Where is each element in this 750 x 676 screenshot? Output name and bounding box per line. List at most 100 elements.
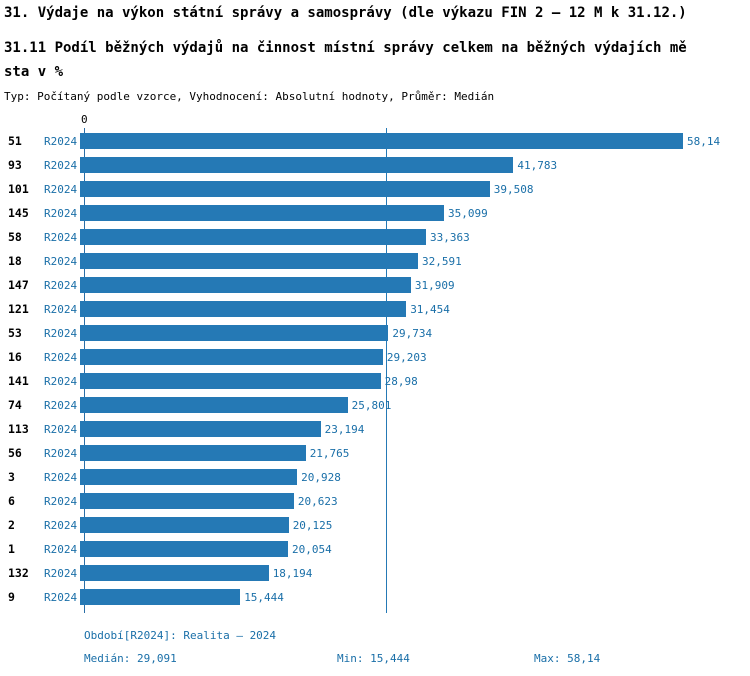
value-bar xyxy=(80,349,383,365)
bar-chart: 0 51 R2024 58,14 93 R2024 41,783 101 R2024 39,50… xyxy=(4,113,750,621)
value-bar xyxy=(80,541,288,557)
bar-track: 21,765 xyxy=(80,441,750,465)
stats-row: Medián: 29,091 Min: 15,444 Max: 58,14 xyxy=(84,652,750,665)
category-label: 51 xyxy=(8,134,22,148)
value-label: 35,099 xyxy=(448,206,488,220)
chart-row: 2 R2024 20,125 xyxy=(4,513,750,537)
category-label: 6 xyxy=(8,494,15,508)
series-label: R2024 xyxy=(44,134,78,148)
category-label: 1 xyxy=(8,542,15,556)
category-label: 141 xyxy=(8,374,29,388)
value-bar xyxy=(80,229,426,245)
chart-row: 6 R2024 20,623 xyxy=(4,489,750,513)
value-bar xyxy=(80,469,298,485)
value-label: 20,054 xyxy=(292,542,332,556)
value-bar xyxy=(80,421,321,437)
value-label: 18,194 xyxy=(272,566,313,580)
series-label: R2024 xyxy=(44,518,78,532)
value-label: 23,194 xyxy=(324,422,365,436)
chart-row: 101 R2024 39,508 xyxy=(4,177,750,201)
category-label: 58 xyxy=(8,230,22,244)
bar-track: 29,734 xyxy=(80,321,750,345)
chart-row: 113 R2024 23,194 xyxy=(4,417,750,441)
series-label: R2024 xyxy=(44,398,78,412)
value-label: 20,623 xyxy=(297,494,338,508)
bar-track: 25,801 xyxy=(80,393,750,417)
value-bar xyxy=(80,493,294,509)
chart-footer: Období[R2024]: Realita – 2024 Medián: 29… xyxy=(84,629,750,665)
series-label: R2024 xyxy=(44,158,78,172)
value-bar xyxy=(80,517,289,533)
category-label: 56 xyxy=(8,446,22,460)
category-label: 132 xyxy=(8,566,29,580)
value-bar xyxy=(80,205,444,221)
bar-track: 41,783 xyxy=(80,153,750,177)
value-label: 21,765 xyxy=(309,446,350,460)
chart-row: 121 R2024 31,454 xyxy=(4,297,750,321)
chart-meta: Typ: Počítaný podle vzorce, Vyhodnocení:… xyxy=(4,90,495,103)
bar-track: 20,928 xyxy=(80,465,750,489)
series-label: R2024 xyxy=(44,446,78,460)
chart-row: 53 R2024 29,734 xyxy=(4,321,750,345)
bar-track: 15,444 xyxy=(80,585,750,609)
chart-row: 132 R2024 18,194 xyxy=(4,561,750,585)
category-label: 3 xyxy=(8,470,15,484)
value-label: 33,363 xyxy=(430,230,470,244)
series-label: R2024 xyxy=(44,230,78,244)
value-label: 28,98 xyxy=(384,374,418,388)
category-label: 113 xyxy=(8,422,29,436)
value-bar xyxy=(80,181,490,197)
value-bar xyxy=(80,373,381,389)
series-label: R2024 xyxy=(44,542,78,556)
value-label: 15,444 xyxy=(244,590,284,604)
value-label: 29,203 xyxy=(386,350,427,364)
series-label: R2024 xyxy=(44,326,78,340)
series-label: R2024 xyxy=(44,278,78,292)
chart-row: 145 R2024 35,099 xyxy=(4,201,750,225)
chart-row: 58 R2024 33,363 xyxy=(4,225,750,249)
category-label: 101 xyxy=(8,182,29,196)
chart-row: 141 R2024 28,98 xyxy=(4,369,750,393)
value-label: 58,14 xyxy=(687,134,721,148)
value-bar xyxy=(80,325,389,341)
value-label: 31,454 xyxy=(410,302,450,316)
bar-track: 29,203 xyxy=(80,345,750,369)
value-bar xyxy=(80,397,348,413)
value-bar xyxy=(80,445,306,461)
bar-track: 20,054 xyxy=(80,537,750,561)
bar-track: 31,454 xyxy=(80,297,750,321)
category-label: 9 xyxy=(8,590,15,604)
bar-track: 28,98 xyxy=(80,369,750,393)
chart-row: 3 R2024 20,928 xyxy=(4,465,750,489)
value-bar xyxy=(80,157,514,173)
category-label: 74 xyxy=(8,398,22,412)
chart-row: 51 R2024 58,14 xyxy=(4,129,750,153)
value-label: 20,928 xyxy=(301,470,341,484)
x-axis-zero-tick: 0 xyxy=(81,113,88,126)
series-label: R2024 xyxy=(44,494,78,508)
series-label: R2024 xyxy=(44,206,78,220)
min-stat: Min: 15,444 xyxy=(337,652,410,665)
chart-row: 9 R2024 15,444 xyxy=(4,585,750,609)
value-label: 20,125 xyxy=(292,518,333,532)
value-label: 25,801 xyxy=(351,398,392,412)
chart-row: 1 R2024 20,054 xyxy=(4,537,750,561)
series-label: R2024 xyxy=(44,302,78,316)
bar-track: 32,591 xyxy=(80,249,750,273)
period-label: Období[R2024]: Realita – 2024 xyxy=(84,629,277,642)
category-label: 121 xyxy=(8,302,29,316)
value-label: 29,734 xyxy=(392,326,433,340)
bar-track: 39,508 xyxy=(80,177,750,201)
category-label: 2 xyxy=(8,518,15,532)
chart-row: 74 R2024 25,801 xyxy=(4,393,750,417)
chart-subtitle: 31.11 Podíl běžných výdajů na činnost mí… xyxy=(4,40,687,80)
chart-row: 56 R2024 21,765 xyxy=(4,441,750,465)
bar-track: 20,623 xyxy=(80,489,750,513)
category-label: 18 xyxy=(8,254,22,268)
category-label: 145 xyxy=(8,206,29,220)
max-stat: Max: 58,14 xyxy=(534,652,601,665)
bar-track: 20,125 xyxy=(80,513,750,537)
category-label: 147 xyxy=(8,278,29,292)
value-bar xyxy=(80,277,411,293)
